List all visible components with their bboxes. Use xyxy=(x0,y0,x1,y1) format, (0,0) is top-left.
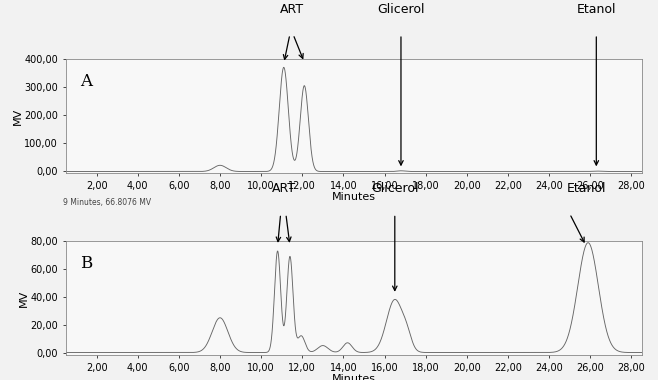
Text: A: A xyxy=(80,73,92,90)
Text: ART: ART xyxy=(272,182,296,195)
Text: Glicerol: Glicerol xyxy=(377,3,424,16)
X-axis label: Minutes: Minutes xyxy=(332,192,376,202)
Text: 9 Minutes, 66.8076 MV: 9 Minutes, 66.8076 MV xyxy=(63,198,151,207)
Text: Glicerol: Glicerol xyxy=(371,182,418,195)
Y-axis label: MV: MV xyxy=(19,290,29,307)
Text: Etanol: Etanol xyxy=(567,182,606,195)
Text: ART: ART xyxy=(280,3,304,16)
Y-axis label: MV: MV xyxy=(13,107,23,125)
Text: B: B xyxy=(80,255,92,272)
Text: Etanol: Etanol xyxy=(576,3,616,16)
X-axis label: Minutes: Minutes xyxy=(332,374,376,380)
